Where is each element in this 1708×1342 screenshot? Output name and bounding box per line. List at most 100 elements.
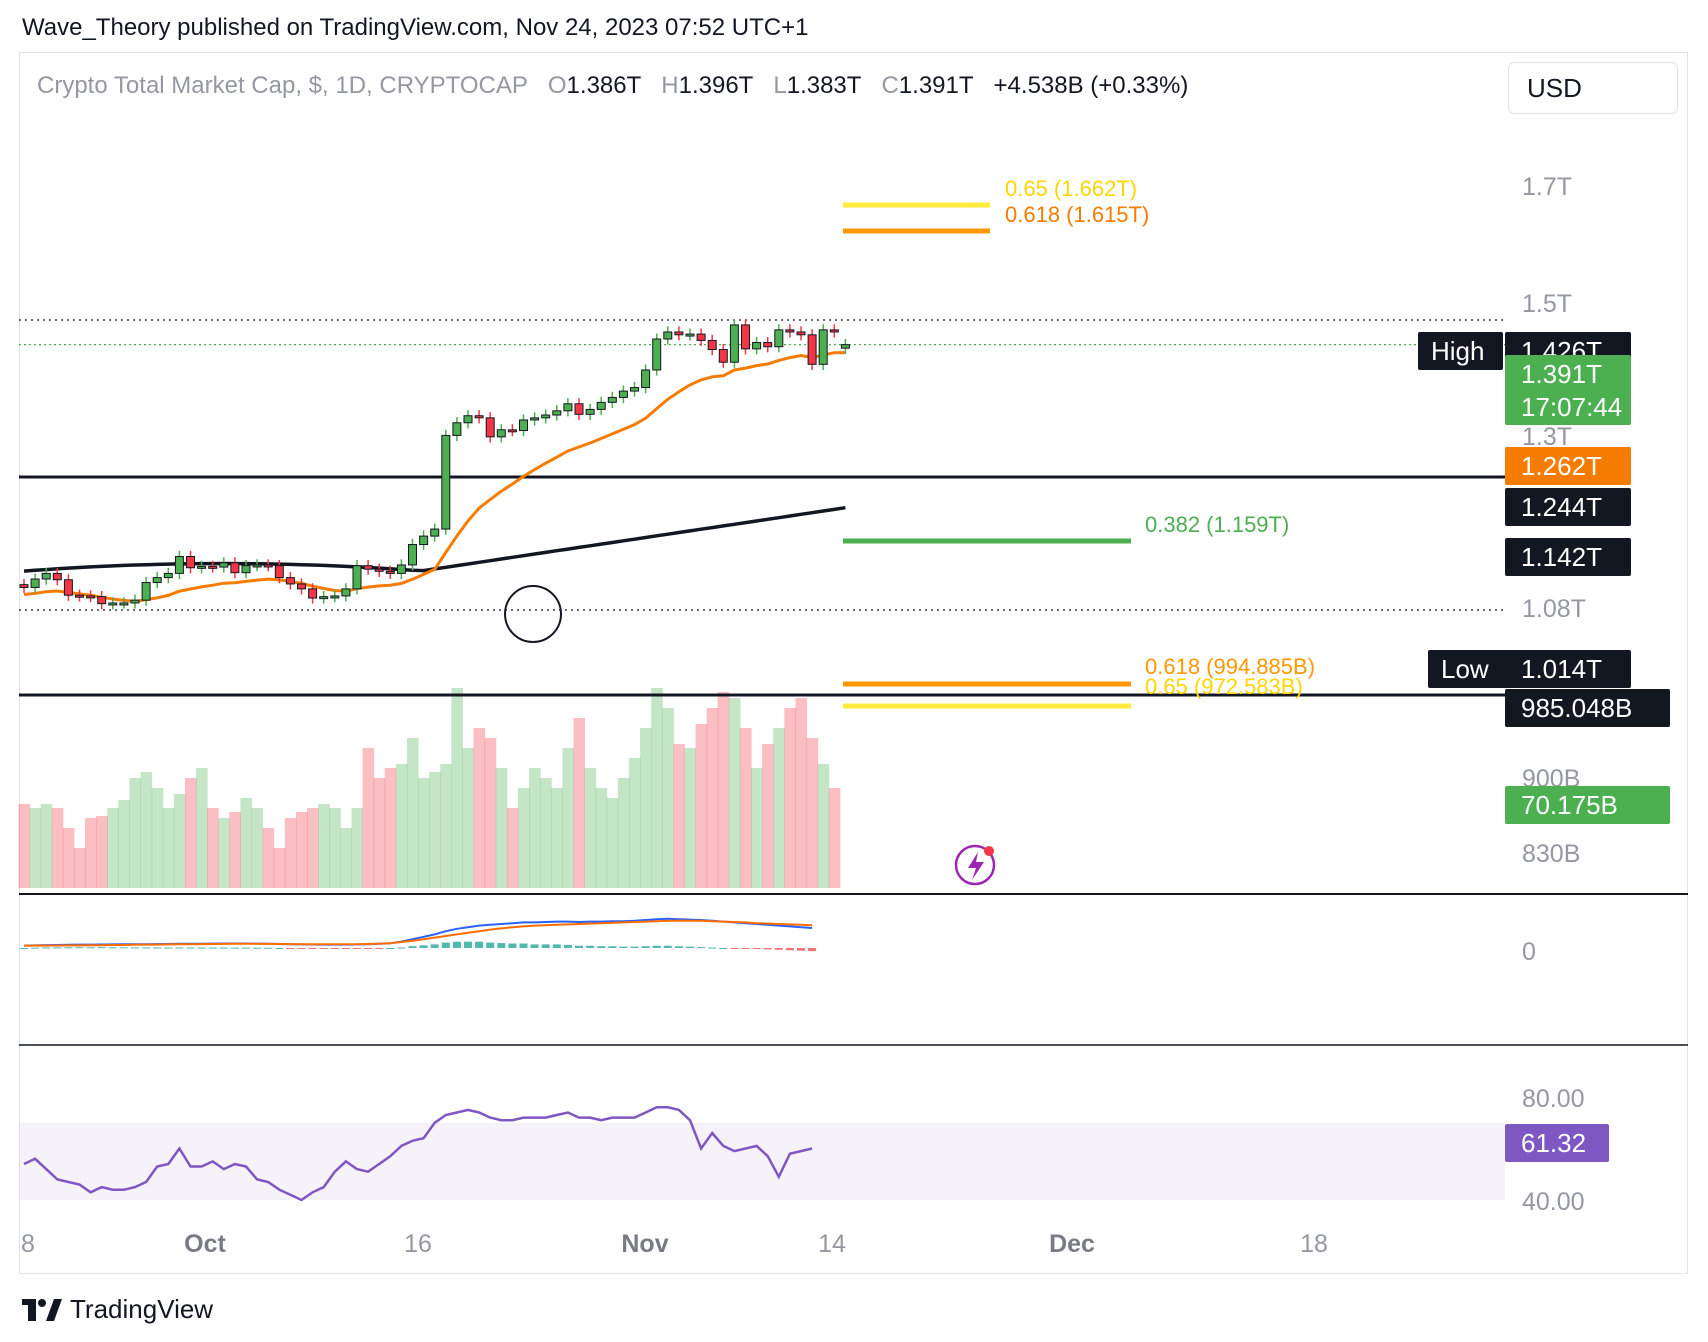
volume-bar xyxy=(506,808,519,888)
macd-histogram-bar xyxy=(20,948,28,949)
candle-body xyxy=(208,565,218,569)
low-label: L xyxy=(773,72,787,99)
macd-histogram-bar xyxy=(64,947,73,949)
candle-body xyxy=(607,396,617,403)
candle-body xyxy=(741,324,750,350)
candle-body xyxy=(186,556,195,569)
fib-label: 0.65 (972.583B) xyxy=(1145,674,1303,699)
candle-body xyxy=(419,535,429,546)
candle-body xyxy=(729,324,739,363)
macd-axis-tick: 0 xyxy=(1522,938,1536,966)
macd-histogram-bar xyxy=(608,946,617,948)
price-axis-tick: 830B xyxy=(1522,840,1580,868)
macd-signal-line xyxy=(24,919,813,947)
high-label: H xyxy=(661,72,679,99)
rsi-line xyxy=(23,1106,813,1202)
volume-bar xyxy=(695,724,708,888)
candle-body xyxy=(585,408,595,415)
macd-histogram-bar xyxy=(464,941,472,948)
resistance-price-tag xyxy=(1505,488,1631,526)
candle-body xyxy=(141,582,151,601)
date-axis-tick: 14 xyxy=(818,1230,846,1258)
volume-bar xyxy=(329,808,341,888)
price-axis-tick: 1.08T xyxy=(1522,595,1586,623)
volume-bar xyxy=(717,692,730,888)
candle-body xyxy=(430,528,440,537)
volume-bar xyxy=(406,738,419,888)
volume-bar xyxy=(784,708,796,888)
volume-bar xyxy=(806,738,819,888)
candle-body xyxy=(252,564,262,568)
volume-bar xyxy=(40,804,53,888)
volume-bar xyxy=(662,708,674,888)
volume-bar xyxy=(118,800,130,888)
macd-histogram-bar xyxy=(408,946,417,948)
candle-body xyxy=(308,588,318,599)
candle-body xyxy=(519,419,528,432)
macd-histogram-bar xyxy=(763,948,772,950)
date-axis-tick: 8 xyxy=(21,1230,35,1258)
high-value: 1.396T xyxy=(678,72,754,99)
rsi-band xyxy=(19,1122,1505,1200)
support-price-tag xyxy=(1505,689,1670,727)
macd-histogram-bar xyxy=(286,948,295,949)
candle-body xyxy=(285,577,295,585)
resistance-price-tag-value: 1.244T xyxy=(1521,492,1602,522)
candle-body xyxy=(274,565,284,579)
volume-bar xyxy=(606,798,619,888)
macd-histogram-bar xyxy=(619,946,628,948)
ema200-price-tag-value: 1.142T xyxy=(1521,542,1602,572)
macd-histogram-bar xyxy=(663,945,672,948)
macd-histogram-bar xyxy=(42,947,51,949)
macd-histogram-bar xyxy=(552,944,561,948)
macd-histogram-bar xyxy=(441,942,450,948)
volume-bar xyxy=(318,804,330,888)
candle-body xyxy=(363,565,373,570)
volume-bar xyxy=(617,778,630,888)
candle-body xyxy=(829,329,839,333)
close-value: 1.391T xyxy=(898,72,974,99)
volume-bar xyxy=(251,808,264,888)
macd-histogram-bar xyxy=(641,946,650,948)
footer-brand[interactable]: TradingView xyxy=(22,1294,213,1325)
macd-histogram-bar xyxy=(652,945,661,948)
candle-body xyxy=(574,403,584,415)
candle-body xyxy=(408,544,417,566)
candle-body xyxy=(685,333,695,337)
candle-body xyxy=(52,572,62,581)
volume-bar xyxy=(240,798,253,888)
candle-body xyxy=(818,329,828,365)
lightning-alert-icon[interactable] xyxy=(954,844,996,886)
currency-selector[interactable]: USD xyxy=(1508,62,1678,114)
candle-body xyxy=(641,369,651,389)
volume-bar xyxy=(595,788,608,888)
volume-bar xyxy=(640,728,652,888)
macd-histogram-bar xyxy=(563,944,572,948)
candle-body xyxy=(330,595,340,599)
macd-histogram-bar xyxy=(197,947,206,949)
macd-histogram-bar xyxy=(419,945,428,948)
volume-bar xyxy=(51,808,64,888)
macd-histogram-bar xyxy=(208,947,217,949)
ema200-price-tag xyxy=(1505,538,1631,576)
volume-bar xyxy=(484,738,497,888)
candle-body xyxy=(263,564,273,568)
macd-histogram-bar xyxy=(741,948,750,949)
volume-bar xyxy=(140,772,153,888)
volume-bar xyxy=(273,848,286,888)
macd-histogram-bar xyxy=(785,948,794,951)
chart-frame xyxy=(19,52,1688,1274)
open-value: 1.386T xyxy=(566,72,642,99)
macd-histogram-bar xyxy=(774,948,783,950)
symbol-name[interactable]: Crypto Total Market Cap, $, 1D, CRYPTOCA… xyxy=(37,72,528,99)
candle-body xyxy=(630,387,639,392)
volume-bar xyxy=(451,688,463,888)
candle-body xyxy=(441,434,451,530)
volume-bar xyxy=(573,718,586,888)
volume-bar xyxy=(473,728,486,888)
tradingview-logo-icon xyxy=(22,1298,62,1321)
candle-body xyxy=(530,417,540,421)
volume-price-tag-value: 70.175B xyxy=(1521,790,1618,820)
price-axis-tick: 1.7T xyxy=(1522,173,1572,201)
